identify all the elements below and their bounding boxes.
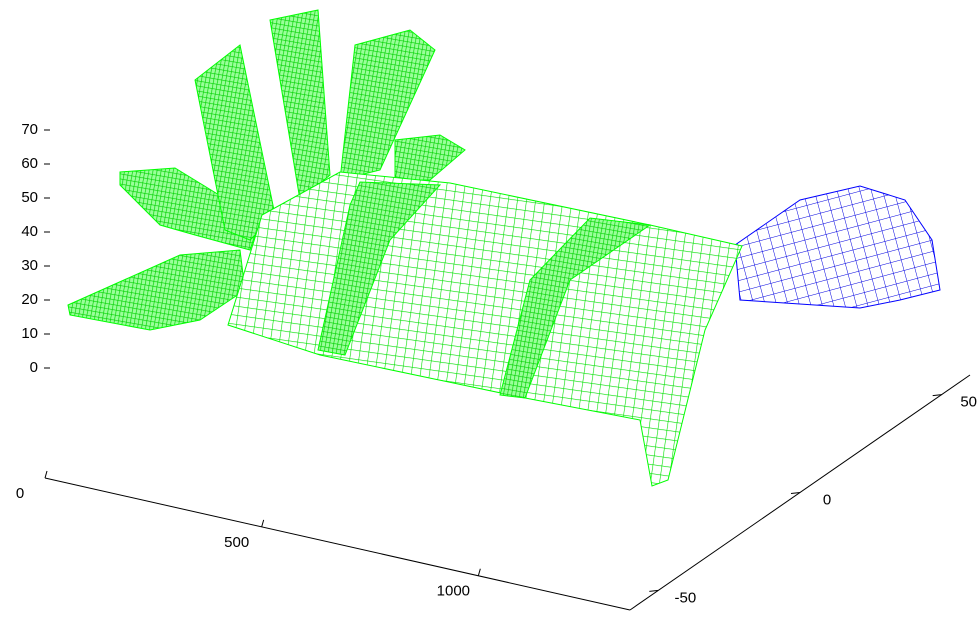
z-tick-label: 0: [30, 359, 38, 376]
z-tick-label: 70: [21, 121, 38, 138]
petal: [270, 10, 330, 200]
surface-mesh: [68, 10, 940, 486]
z-tick-label: 50: [21, 189, 38, 206]
x-tick: [262, 520, 264, 527]
petal: [68, 250, 245, 330]
dome: [735, 186, 940, 308]
petal: [395, 135, 465, 180]
z-tick-label: 60: [21, 155, 38, 172]
y-tick-label: -50: [674, 589, 696, 606]
x-tick-label: 0: [16, 485, 24, 502]
cylinder: [228, 172, 742, 486]
x-tick-label: 1000: [437, 583, 470, 600]
x-tick: [478, 569, 480, 576]
chart: 05001000-50050010203040506070: [0, 0, 979, 619]
z-tick-label: 10: [21, 325, 38, 342]
y-tick-label: 50: [960, 394, 977, 411]
y-tick-label: 0: [823, 491, 831, 508]
page: 05001000-50050010203040506070 (() => { c…: [0, 0, 979, 619]
x-tick: [45, 471, 47, 478]
z-tick-label: 40: [21, 223, 38, 240]
x-axis: [45, 478, 630, 610]
z-tick-label: 30: [21, 257, 38, 274]
z-tick-label: 20: [21, 291, 38, 308]
x-tick-label: 500: [224, 534, 249, 551]
